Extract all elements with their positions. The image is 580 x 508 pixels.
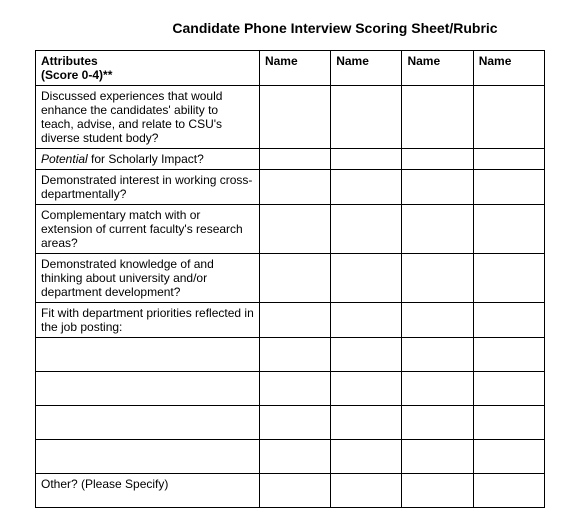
table-row: [36, 440, 545, 474]
score-cell: [402, 440, 473, 474]
table-row: Other? (Please Specify): [36, 474, 545, 508]
score-cell: [259, 372, 330, 406]
score-cell: [259, 254, 330, 303]
attr-cell: Discussed experiences that would enhance…: [36, 86, 260, 149]
score-cell: [402, 474, 473, 508]
score-cell: [331, 254, 402, 303]
score-cell: [331, 205, 402, 254]
score-cell: [259, 474, 330, 508]
table-row: [36, 372, 545, 406]
attr-cell: [36, 406, 260, 440]
header-name-1: Name: [259, 51, 330, 86]
score-cell: [331, 303, 402, 338]
header-attr-line1: Attributes: [41, 54, 98, 68]
table-row: Demonstrated interest in working cross-d…: [36, 170, 545, 205]
score-cell: [473, 440, 544, 474]
page-title: Candidate Phone Interview Scoring Sheet/…: [125, 20, 545, 36]
attr-cell: Fit with department priorities reflected…: [36, 303, 260, 338]
score-cell: [473, 170, 544, 205]
score-cell: [473, 205, 544, 254]
table-row: Demonstrated knowledge of and thinking a…: [36, 254, 545, 303]
table-row: Discussed experiences that would enhance…: [36, 86, 545, 149]
score-cell: [259, 406, 330, 440]
table-row: [36, 406, 545, 440]
score-cell: [331, 406, 402, 440]
attr-cell: Complementary match with or extension of…: [36, 205, 260, 254]
score-cell: [473, 406, 544, 440]
score-cell: [331, 474, 402, 508]
header-attr-line2: (Score 0-4)**: [41, 68, 112, 82]
score-cell: [331, 170, 402, 205]
header-attributes: Attributes (Score 0-4)**: [36, 51, 260, 86]
score-cell: [473, 254, 544, 303]
score-cell: [473, 303, 544, 338]
score-cell: [473, 474, 544, 508]
score-cell: [259, 338, 330, 372]
score-cell: [473, 86, 544, 149]
attr-cell: Potential for Scholarly Impact?: [36, 149, 260, 170]
score-cell: [259, 303, 330, 338]
score-cell: [473, 149, 544, 170]
attr-cell: Demonstrated interest in working cross-d…: [36, 170, 260, 205]
score-cell: [331, 338, 402, 372]
attr-cell: [36, 372, 260, 406]
score-cell: [331, 86, 402, 149]
header-name-3: Name: [402, 51, 473, 86]
score-cell: [259, 86, 330, 149]
rest-text: for Scholarly Impact?: [88, 152, 204, 166]
table-row: Potential for Scholarly Impact?: [36, 149, 545, 170]
score-cell: [331, 372, 402, 406]
scoring-rubric-table: Attributes (Score 0-4)** Name Name Name …: [35, 50, 545, 508]
score-cell: [259, 440, 330, 474]
score-cell: [259, 170, 330, 205]
score-cell: [259, 205, 330, 254]
score-cell: [473, 338, 544, 372]
score-cell: [402, 338, 473, 372]
table-row: Fit with department priorities reflected…: [36, 303, 545, 338]
italic-potential: Potential: [41, 152, 88, 166]
score-cell: [402, 372, 473, 406]
score-cell: [331, 440, 402, 474]
table-header-row: Attributes (Score 0-4)** Name Name Name …: [36, 51, 545, 86]
score-cell: [402, 86, 473, 149]
score-cell: [402, 149, 473, 170]
score-cell: [402, 303, 473, 338]
score-cell: [402, 254, 473, 303]
header-name-2: Name: [331, 51, 402, 86]
score-cell: [473, 372, 544, 406]
attr-cell: [36, 440, 260, 474]
score-cell: [402, 170, 473, 205]
table-row: [36, 338, 545, 372]
score-cell: [259, 149, 330, 170]
score-cell: [331, 149, 402, 170]
score-cell: [402, 406, 473, 440]
attr-cell: [36, 338, 260, 372]
score-cell: [402, 205, 473, 254]
attr-cell: Demonstrated knowledge of and thinking a…: [36, 254, 260, 303]
table-body: Discussed experiences that would enhance…: [36, 86, 545, 508]
table-row: Complementary match with or extension of…: [36, 205, 545, 254]
header-name-4: Name: [473, 51, 544, 86]
attr-cell: Other? (Please Specify): [36, 474, 260, 508]
